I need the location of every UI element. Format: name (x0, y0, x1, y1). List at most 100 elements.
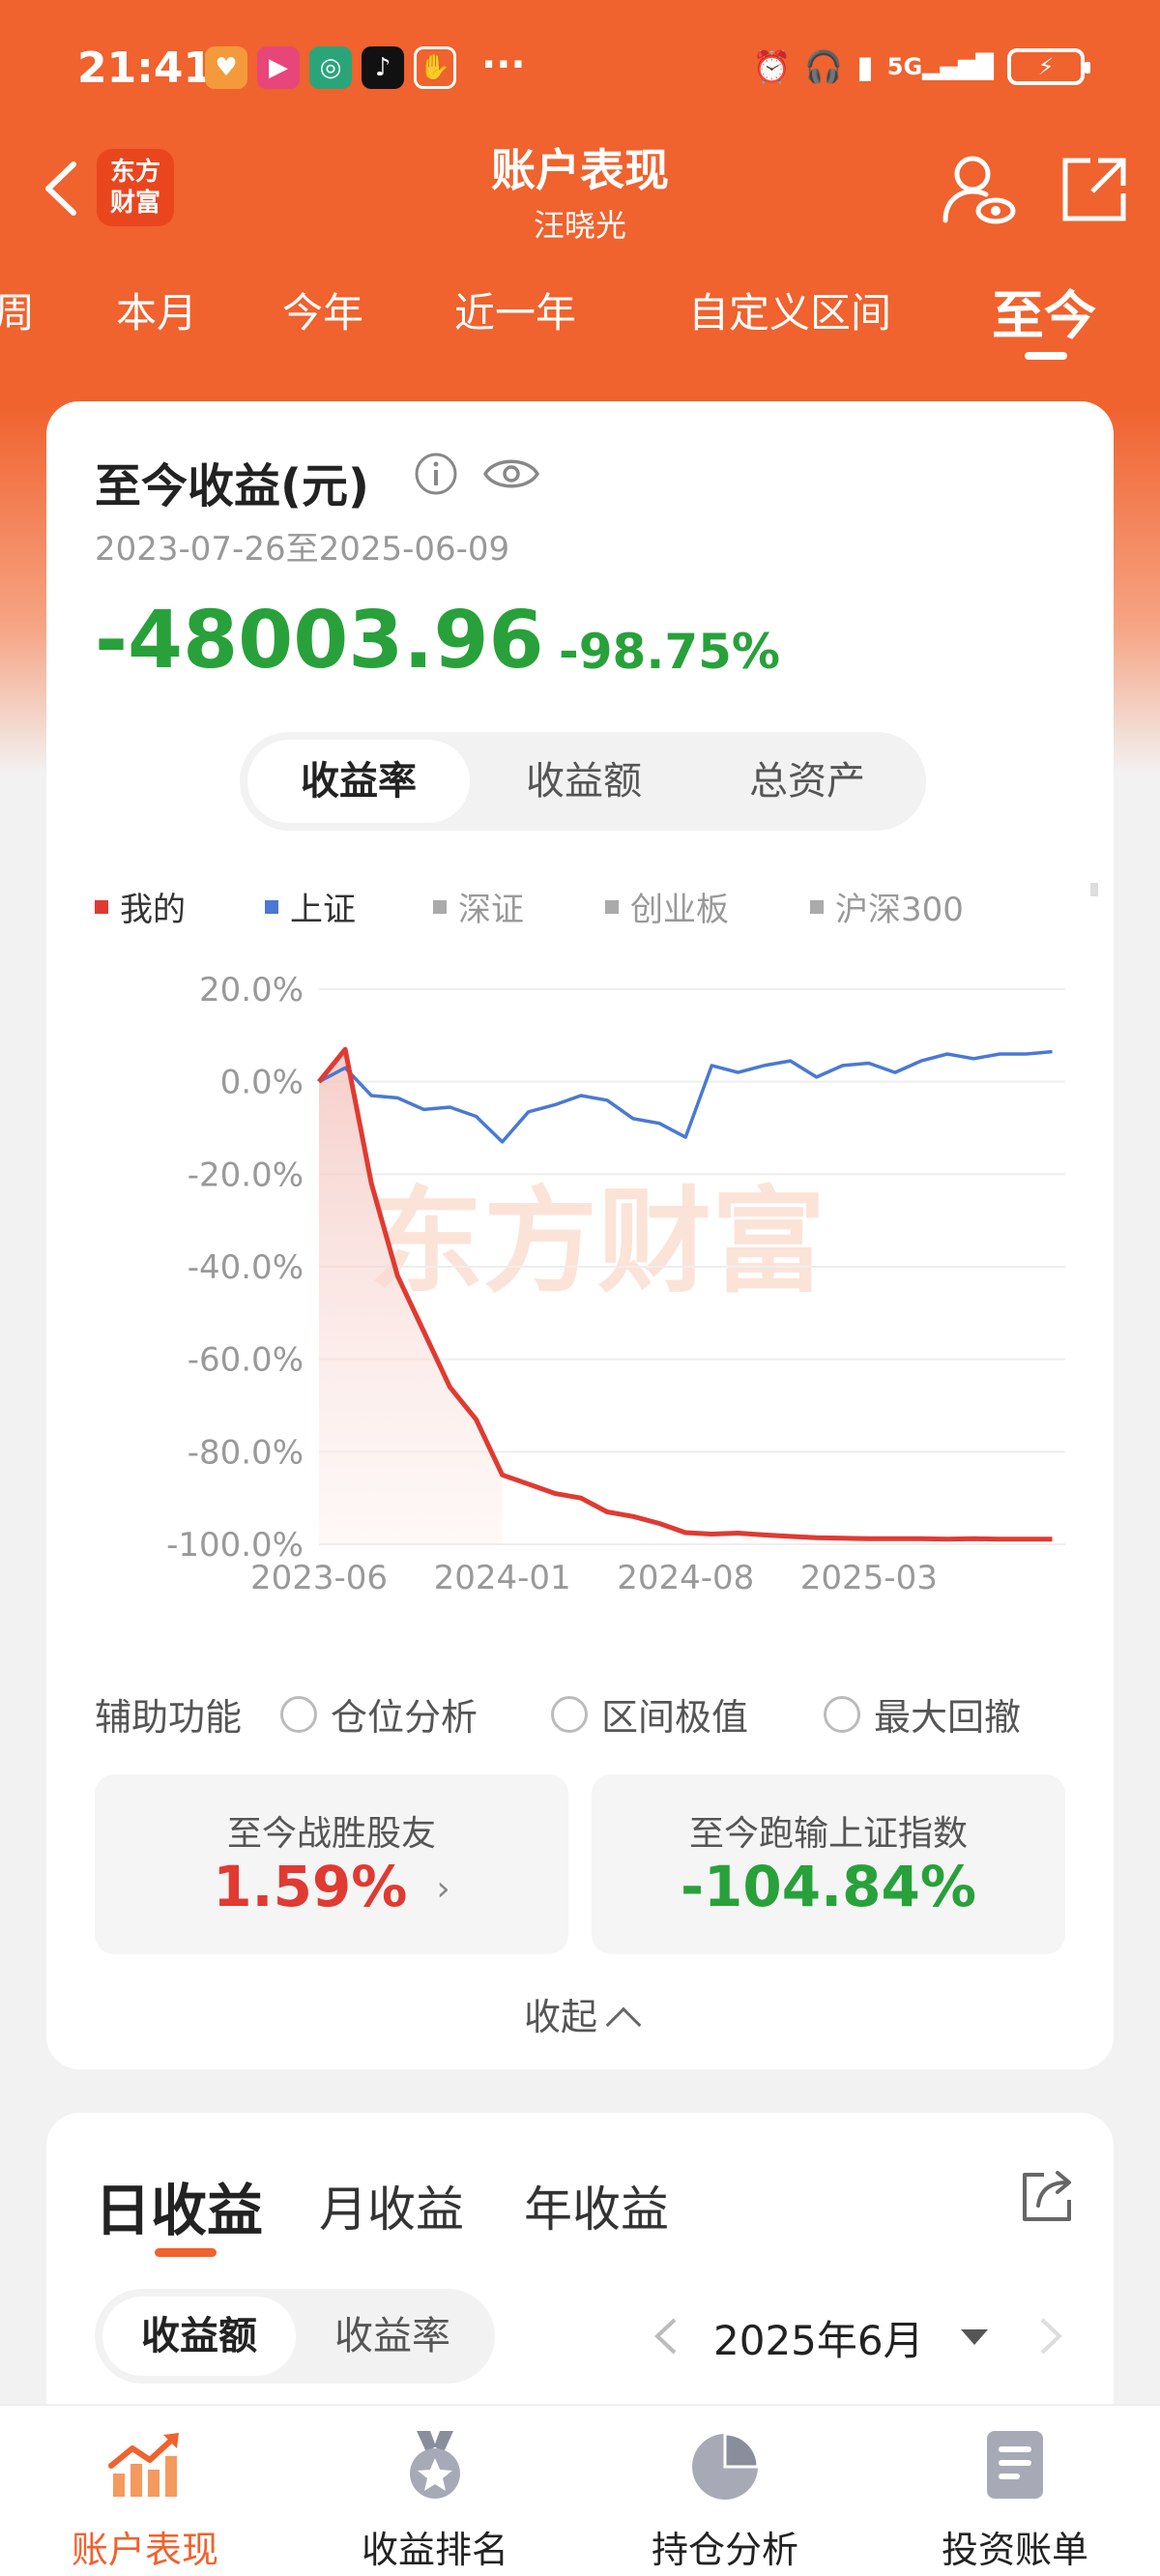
chevron-left-icon[interactable] (646, 2302, 684, 2370)
tab-daily[interactable]: 日收益 (95, 2178, 264, 2243)
tab-this-month[interactable]: 本月 (116, 289, 198, 337)
alarm-icon: ⏰ (752, 48, 792, 85)
eye-icon[interactable] (481, 452, 541, 496)
chart-legend: 我的 上证 深证 创业板 沪深300 (95, 883, 1114, 931)
return-chart[interactable]: 东方财富 20.0% 0.0% -20.0% -40.0% -60.0% -80.0% -10… (95, 952, 1081, 1591)
month-label[interactable]: 2025年6月 (713, 2317, 924, 2364)
metric-toggle: 收益率 收益额 总资产 (240, 732, 926, 831)
legend-swatch (95, 899, 108, 914)
beat-peers-label: 至今战胜股友 (226, 1814, 436, 1854)
back-icon[interactable] (37, 155, 85, 222)
metric-total-assets[interactable]: 总资产 (749, 759, 865, 804)
share-icon[interactable] (1058, 153, 1131, 226)
more-notifications-icon: ··· (481, 43, 526, 87)
vs-index-stat: 至今跑输上证指数 -104.84% (592, 1774, 1065, 1954)
y-tick-label: 0.0% (220, 1064, 304, 1102)
nav-investment-statement[interactable]: 投资账单 (870, 2406, 1160, 2576)
status-time: 21:41 (77, 44, 214, 93)
status-bar: 21:41 ♥ ▶ ◎ ♪ ✋ ··· ⏰ 🎧 ▮ 5G▂▄▆█ ⚡ (0, 0, 1160, 135)
chevron-right-icon[interactable] (1032, 2302, 1071, 2370)
month-picker: 2025年6月 (646, 2302, 1090, 2370)
nav-bar: 东方 财富 账户表现 汪晓光 (0, 135, 1160, 244)
account-name: 汪晓光 (533, 207, 626, 244)
bank-app-icon: ◎ (309, 46, 352, 89)
dropdown-icon[interactable] (955, 2318, 994, 2356)
radio-icon (824, 1695, 860, 1733)
y-tick-label: -80.0% (188, 1433, 304, 1472)
nav-holdings-analysis[interactable]: 持仓分析 (580, 2406, 870, 2576)
mine-area (319, 1049, 503, 1544)
x-tick-label: 2025-03 (800, 1559, 938, 1591)
tab-last-year[interactable]: 近一年 (454, 289, 577, 337)
sim-icon: ▮ (856, 48, 874, 85)
battery-icon: ⚡ (1007, 48, 1090, 85)
chart-trend-icon (108, 2433, 179, 2497)
beat-peers-stat[interactable]: 至今战胜股友 1.59% › (95, 1774, 568, 1954)
toggle-rate[interactable]: 收益率 (334, 2314, 450, 2358)
summary-title: 至今收益(元) (95, 459, 369, 513)
performance-card: 至今收益(元) 2023-07-26至2025-06-09 -48003.96 … (46, 401, 1114, 2069)
tiktok-app-icon: ♪ (362, 46, 404, 89)
option-range-extremes[interactable]: 区间极值 (551, 1687, 748, 1741)
metric-return-amount[interactable]: 收益额 (526, 759, 642, 804)
bottom-nav: 账户表现 收益排名 持仓分析 投资账单 (0, 2404, 1160, 2576)
chevron-up-icon (605, 2006, 642, 2043)
export-icon[interactable] (1017, 2167, 1077, 2227)
total-profit-percent: -98.75% (559, 624, 781, 680)
x-tick-label: 2023-06 (250, 1559, 388, 1591)
assist-label: 辅助功能 (95, 1696, 243, 1739)
legend-swatch (1090, 883, 1098, 896)
y-tick-label: -20.0% (188, 1156, 304, 1194)
tab-custom-range[interactable]: 自定义区间 (688, 289, 892, 337)
vs-index-value: -104.84% (680, 1854, 976, 1919)
radio-icon (551, 1695, 588, 1733)
pie-chart-icon (692, 2432, 760, 2500)
total-profit: -48003.96 (95, 595, 544, 687)
series-line-mine (317, 1046, 1053, 1542)
legend-swatch (433, 899, 447, 914)
tab-this-year[interactable]: 今年 (282, 289, 364, 337)
legend-mine[interactable]: 我的 (95, 883, 186, 930)
legend-shenzhen[interactable]: 深证 (433, 883, 524, 930)
legend-csi300[interactable]: 沪深300 (810, 883, 964, 930)
assist-functions: 辅助功能 仓位分析 区间极值 最大回撤 (95, 1687, 1081, 1745)
chart-watermark: 东方财富 (369, 1175, 826, 1308)
legend-swatch (810, 899, 824, 914)
info-icon[interactable] (414, 452, 458, 496)
metric-return-rate[interactable]: 收益率 (247, 740, 470, 823)
page-title: 账户表现 (491, 144, 669, 196)
tab-to-date[interactable]: 至今 (992, 285, 1096, 346)
series-line-shanghai (318, 1049, 1053, 1144)
vs-index-label: 至今跑输上证指数 (688, 1814, 968, 1854)
option-max-drawdown[interactable]: 最大回撤 (824, 1687, 1021, 1741)
legend-chinext[interactable]: 创业板 (605, 883, 729, 930)
eastmoney-logo: 东方 财富 (97, 149, 174, 226)
tab-week[interactable]: 周 (0, 289, 36, 337)
nav-label: 收益排名 (361, 2529, 508, 2571)
legend-shanghai[interactable]: 上证 (265, 883, 356, 930)
headphones-icon: 🎧 (804, 48, 844, 85)
y-tick-label: 20.0% (199, 971, 304, 1010)
y-tick-label: -100.0% (166, 1526, 304, 1565)
nav-account-performance[interactable]: 账户表现 (0, 2406, 290, 2576)
x-tick-label: 2024-01 (434, 1559, 571, 1591)
y-tick-label: -40.0% (188, 1248, 304, 1287)
user-view-icon[interactable] (940, 151, 1017, 228)
heart-app-icon: ♥ (205, 46, 247, 89)
legend-more[interactable] (1090, 883, 1098, 896)
option-position-analysis[interactable]: 仓位分析 (280, 1687, 478, 1741)
toggle-amount[interactable]: 收益额 (102, 2297, 296, 2376)
radio-icon (280, 1695, 317, 1733)
collapse-button[interactable]: 收起 (46, 1987, 1114, 2043)
period-tabs: 周 本月 今年 近一年 自定义区间 至今 (0, 280, 1160, 360)
video-app-icon: ▶ (257, 46, 300, 89)
returns-toggle: 收益额 收益率 (95, 2289, 495, 2384)
beat-peers-value: 1.59% › (213, 1854, 450, 1919)
y-tick-label: -60.0% (188, 1341, 304, 1380)
tab-monthly[interactable]: 月收益 (319, 2181, 464, 2238)
x-tick-label: 2024-08 (617, 1559, 754, 1591)
hand-app-icon: ✋ (414, 46, 456, 89)
tab-indicator (1025, 352, 1067, 360)
tab-yearly[interactable]: 年收益 (524, 2181, 669, 2238)
nav-return-ranking[interactable]: 收益排名 (290, 2406, 580, 2576)
